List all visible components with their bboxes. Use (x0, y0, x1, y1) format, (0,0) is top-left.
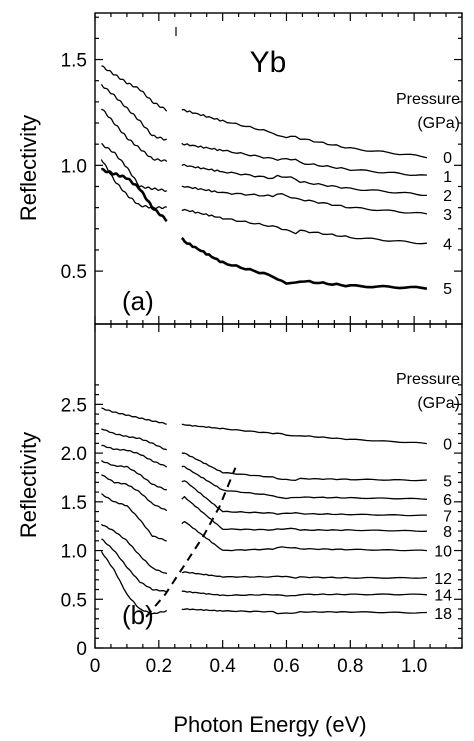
plot-frame (94, 323, 463, 649)
x-tick-label: 0 (90, 656, 101, 677)
y-axis-label: Reflectivity (16, 115, 41, 221)
series-line-7 (101, 460, 427, 517)
series-line-5 (100, 167, 428, 290)
y-tick-label: 1.5 (61, 51, 87, 72)
element-label: Yb (250, 46, 287, 79)
series-line-3 (101, 142, 428, 215)
series-label-3: 3 (443, 207, 452, 224)
series-label-0: 0 (443, 436, 452, 453)
legend-title-line: Pressure (396, 91, 460, 108)
x-tick-label: 0.2 (146, 656, 172, 677)
series-label-18: 18 (434, 606, 452, 623)
series-label-10: 10 (434, 544, 452, 561)
series-label-8: 8 (443, 524, 452, 541)
y-tick-label: 2.0 (61, 444, 87, 465)
panel-label: (a) (122, 286, 154, 316)
series-line-4 (100, 159, 427, 245)
legend-title-line: (GPa) (417, 115, 460, 132)
legend-title-line: (GPa) (417, 395, 460, 412)
series-line-1 (100, 83, 427, 177)
panel-label: (b) (122, 600, 154, 630)
x-tick-label: 0.6 (273, 656, 299, 677)
series-label-2: 2 (443, 188, 452, 205)
y-tick-label: 0 (76, 639, 87, 660)
series-label-4: 4 (443, 237, 452, 254)
series-label-14: 14 (434, 587, 452, 604)
series-line-6 (101, 444, 427, 500)
series-line-0 (101, 407, 427, 445)
series-label-6: 6 (443, 492, 452, 509)
y-tick-label: 1.0 (61, 542, 87, 563)
series-line-10 (101, 493, 427, 552)
y-tick-label: 0.5 (61, 590, 87, 611)
series-label-12: 12 (434, 571, 452, 588)
panel-a: 0.5 1.0 1.5 Reflectivity 0 1 2 3 4 5 Pressure (GPa)… (16, 12, 463, 325)
series-label-5: 5 (443, 473, 452, 490)
series-line-12 (101, 523, 427, 579)
legend-title-line: Pressure (396, 371, 460, 388)
y-tick-label: 0.5 (61, 262, 87, 283)
series-label-0: 0 (443, 150, 452, 167)
series-label-7: 7 (443, 508, 452, 525)
x-axis-label: Photon Energy (eV) (173, 712, 366, 737)
series-line-2 (101, 108, 427, 197)
x-tick-label: 0.4 (209, 656, 236, 677)
series-line-14 (101, 538, 427, 597)
x-tick-label: 0.8 (337, 656, 363, 677)
x-tick-label: 1.0 (401, 656, 427, 677)
panel-b: 0 0.5 1.0 1.5 2.0 2.5 0 0.2 0.4 0.6 0.8 1.0 Reflecti… (16, 323, 463, 677)
series-label-1: 1 (443, 169, 452, 186)
y-axis-label: Reflectivity (16, 432, 41, 538)
y-tick-label: 2.5 (61, 395, 87, 416)
series-line-5 (101, 428, 427, 482)
series-line-0 (101, 65, 428, 159)
y-tick-label: 1.5 (61, 493, 87, 514)
series-line-18 (100, 550, 427, 615)
series-line-8 (101, 474, 427, 533)
y-tick-label: 1.0 (61, 156, 87, 177)
series-label-5: 5 (443, 281, 452, 298)
